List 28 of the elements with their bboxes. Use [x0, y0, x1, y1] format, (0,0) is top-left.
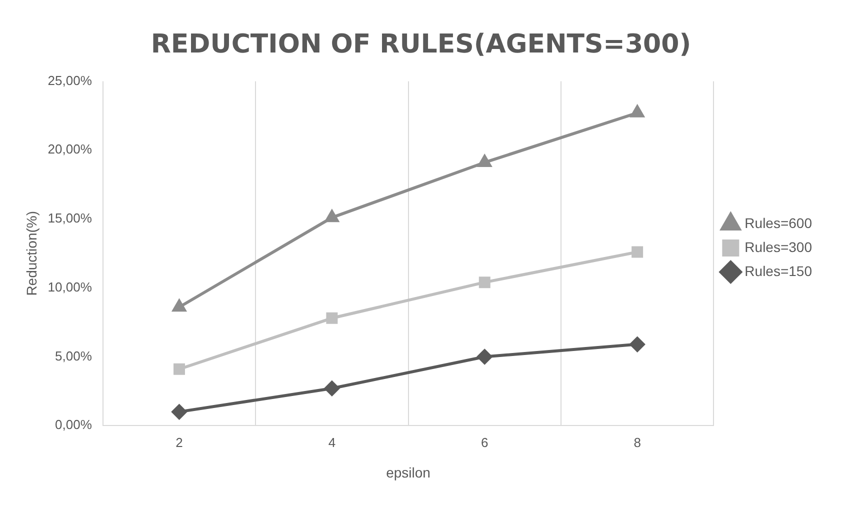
point — [324, 380, 340, 396]
y-tick-label: 15,00% — [48, 210, 92, 226]
x-tick-label: 4 — [328, 434, 336, 450]
point — [326, 312, 338, 324]
point — [172, 404, 187, 420]
point — [630, 336, 645, 352]
legend-label: Rules=300 — [744, 238, 812, 255]
x-tick-label: 8 — [634, 434, 641, 450]
point — [173, 363, 185, 375]
y-axis-title: Reduction(%) — [23, 210, 40, 296]
point — [478, 276, 490, 288]
legend-label: Rules=600 — [744, 214, 812, 231]
y-tick-label: 25,00% — [48, 72, 92, 88]
point — [630, 105, 644, 118]
chart-title: REDUCTION OF RULES(AGENTS=300) — [150, 29, 692, 60]
y-tick-label: 10,00% — [48, 279, 92, 294]
y-tick-label: 20,00% — [48, 142, 92, 157]
point — [477, 349, 492, 364]
y-tick-label: 0,00% — [55, 417, 92, 432]
y-tick-label: 5,00% — [55, 348, 92, 364]
point — [632, 246, 644, 258]
x-axis-title: epsilon — [386, 464, 430, 480]
x-tick-label: 2 — [176, 434, 183, 450]
x-tick-label: 6 — [481, 434, 488, 450]
point — [172, 300, 186, 312]
legend-label: Rules=150 — [744, 262, 812, 279]
point — [478, 154, 492, 167]
point — [325, 210, 339, 222]
